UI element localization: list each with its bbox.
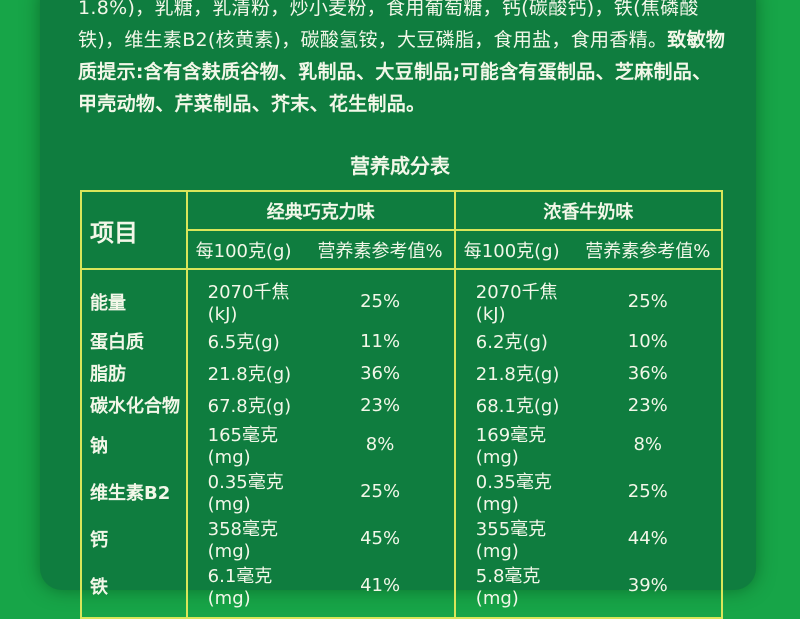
nutrient-name: 铁 [90, 576, 108, 598]
milk-nrv: 23% [627, 394, 668, 416]
sub-header: 营养素参考值% [317, 240, 443, 262]
milk-nrv: 25% [574, 268, 722, 325]
chocolate-amount: 358毫克(mg) [185, 515, 307, 562]
milk-amount: 169毫克(mg) [453, 421, 575, 468]
table-row: 钠 165毫克(mg) 8% 169毫克(mg) 8% [81, 421, 722, 468]
nutrient-name: 钙 [90, 529, 108, 551]
chocolate-amount: 21.8克(g) [185, 357, 307, 389]
item-header: 项目 [90, 218, 138, 247]
chocolate-nrv: 25% [306, 268, 455, 325]
nutrient-name: 碳水化合物 [90, 396, 180, 417]
nutrient-name: 脂肪 [90, 364, 126, 385]
sub-header: 每100克(g) [185, 230, 307, 269]
milk-nrv: 25% [627, 481, 668, 502]
milk-amount: 2070千焦(kJ) [453, 268, 575, 325]
table-row: 碳水化合物 67.8克(g) 23% 68.1克(g) 23% [81, 389, 722, 421]
allergen-notice: 致敏物质提示:含有含麸质谷物、乳制品、大豆制品;可能含有蛋制品、芝麻制品、甲壳动… [78, 29, 726, 115]
table-row: 钙 358毫克(mg) 45% 355毫克(mg) 44% [81, 515, 722, 562]
sub-header: 营养素参考值% [585, 240, 711, 262]
milk-amount: 5.8毫克(mg) [453, 562, 575, 618]
milk-amount: 355毫克(mg) [453, 515, 575, 562]
chocolate-amount: 165毫克(mg) [185, 421, 307, 468]
table-row: 蛋白质 6.5克(g) 11% 6.2克(g) 10% [81, 325, 722, 357]
nutrition-table-title: 营养成分表 [350, 154, 450, 178]
chocolate-amount: 0.35毫克(mg) [185, 468, 307, 515]
milk-nrv: 44% [627, 528, 668, 549]
flavor-milk: 浓香牛奶味 [453, 191, 722, 231]
chocolate-nrv: 45% [360, 528, 401, 549]
milk-nrv: 8% [633, 434, 663, 455]
chocolate-nrv: 25% [360, 481, 401, 502]
chocolate-nrv: 23% [360, 394, 401, 416]
sub-header: 每100克(g) [453, 230, 575, 269]
chocolate-amount: 6.1毫克(mg) [185, 562, 307, 618]
chocolate-nrv: 11% [360, 330, 401, 352]
chocolate-amount: 6.5克(g) [185, 325, 307, 357]
nutrient-name: 能量 [81, 268, 187, 325]
nutrition-table: 项目 经典巧克力味 浓香牛奶味 每100克(g) 营养素参考值% 每100克(g… [80, 190, 723, 619]
table-row: 维生素B2 0.35毫克(mg) 25% 0.35毫克(mg) 25% [81, 468, 722, 515]
table-row: 铁 6.1毫克(mg) 41% 5.8毫克(mg) 39% [81, 562, 722, 618]
ingredients-line-2: 铁)，维生素B2(核黄素)，碳酸氢铵，大豆磷脂，食用盐，食用香精。 [78, 29, 668, 51]
chocolate-nrv: 36% [360, 362, 401, 384]
milk-amount: 21.8克(g) [453, 357, 575, 389]
chocolate-nrv: 41% [360, 575, 401, 596]
milk-amount: 0.35毫克(mg) [453, 468, 575, 515]
milk-nrv: 36% [627, 362, 668, 384]
flavor-chocolate: 经典巧克力味 [185, 191, 455, 231]
milk-amount: 68.1克(g) [453, 389, 575, 421]
nutrient-name: 维生素B2 [90, 482, 171, 504]
nutrient-name: 钠 [90, 435, 108, 457]
milk-amount: 6.2克(g) [453, 325, 575, 357]
ingredients-text: 1.8%)，乳糖，乳清粉，炒小麦粉，食用葡萄糖，钙(碳酸钙)，铁(焦磷酸 铁)，… [78, 0, 728, 120]
header-row-flavors: 项目 经典巧克力味 浓香牛奶味 [81, 191, 722, 247]
chocolate-nrv: 8% [365, 434, 395, 455]
nutrient-name: 蛋白质 [90, 332, 144, 353]
chocolate-amount: 2070千焦(kJ) [185, 268, 307, 325]
milk-nrv: 39% [627, 575, 668, 596]
table-row: 脂肪 21.8克(g) 36% 21.8克(g) 36% [81, 357, 722, 389]
table-row: 能量 2070千焦(kJ) 25% 2070千焦(kJ) 25% [81, 268, 722, 325]
header-row-units: 每100克(g) 营养素参考值% 每100克(g) 营养素参考值% [81, 230, 722, 269]
milk-nrv: 10% [627, 330, 668, 352]
chocolate-amount: 67.8克(g) [185, 389, 307, 421]
ingredients-line-1: 1.8%)，乳糖，乳清粉，炒小麦粉，食用葡萄糖，钙(碳酸钙)，铁(焦磷酸 [78, 0, 699, 19]
